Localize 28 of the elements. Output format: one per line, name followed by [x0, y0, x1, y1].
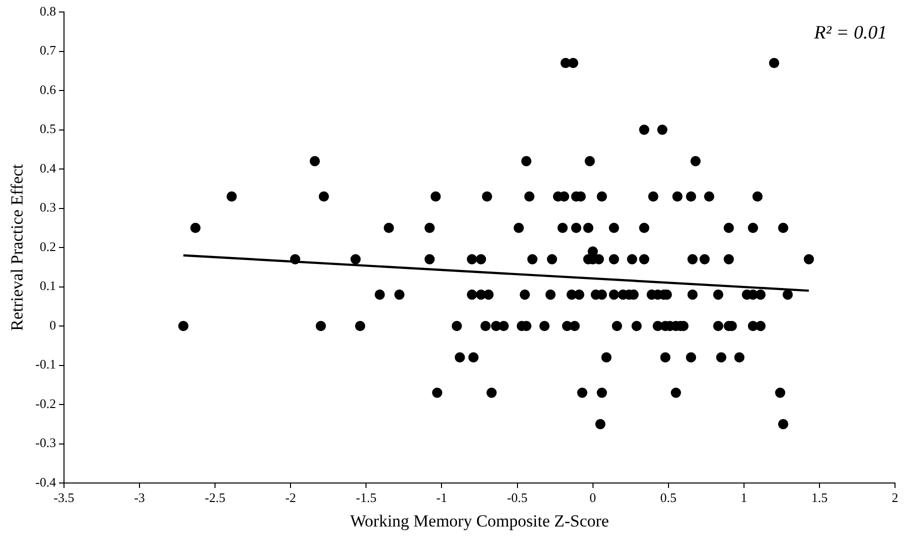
y-tick-label: -0.2: [35, 396, 56, 411]
y-tick-label: 0.5: [40, 121, 56, 136]
y-tick-label: -0.1: [35, 356, 56, 372]
x-tick-label: 0: [590, 490, 596, 506]
y-tick-label: 0.8: [40, 3, 56, 18]
x-tick-label: -2: [285, 490, 296, 506]
annotation: R² = 0.01: [813, 22, 887, 44]
y-tick-label: -0.3: [35, 435, 56, 450]
x-tick-label: -3.5: [54, 490, 74, 506]
x-tick-label: -3: [134, 490, 145, 506]
y-tick-label: 0.2: [40, 238, 56, 254]
x-tick-label: -2.5: [204, 490, 226, 506]
y-tick-label: 0.7: [40, 42, 56, 58]
y-tick-label: 0.6: [40, 82, 56, 97]
y-tick-label: 0.3: [40, 200, 56, 215]
y-axis-title: Retrieval Practice Effect: [8, 164, 27, 331]
x-tick-label: 1.5: [811, 490, 828, 506]
y-tick-label: 0.1: [40, 278, 56, 294]
y-tick-label: 0.4: [40, 160, 56, 176]
y-tick-label: -0.4: [35, 474, 56, 490]
x-tick-label: 2: [892, 490, 898, 506]
x-tick-label: -1: [436, 490, 448, 506]
x-tick-label: 0.5: [660, 490, 676, 506]
y-tick-label: 0: [49, 317, 56, 332]
x-tick-label: -1.5: [356, 490, 376, 506]
x-tick-label: 1: [740, 490, 748, 506]
x-tick-label: -0.5: [506, 490, 528, 506]
x-axis-title: Working Memory Composite Z-Score: [350, 511, 609, 530]
